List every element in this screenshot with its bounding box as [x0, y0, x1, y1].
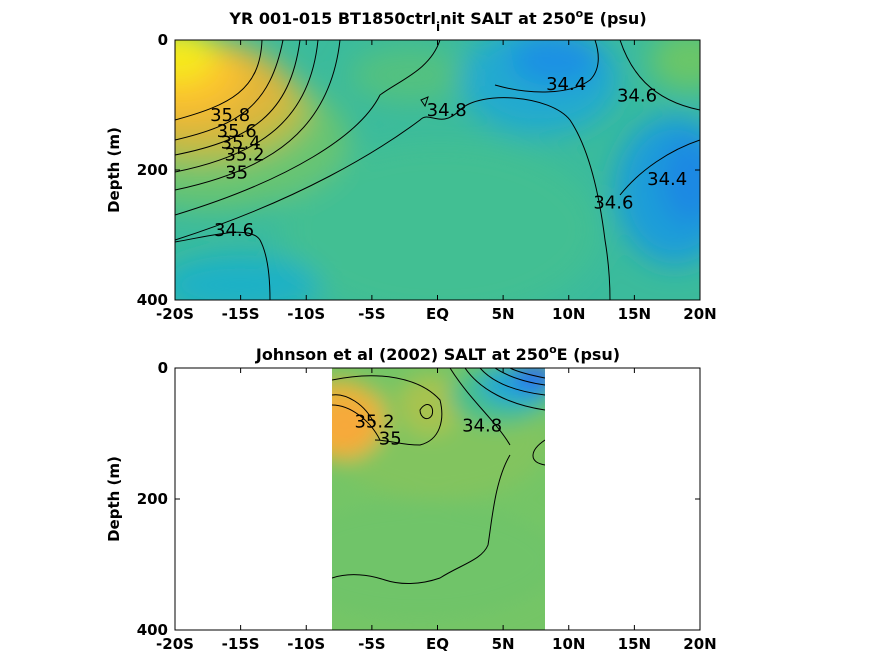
bottom-contour-label: 35.2: [354, 412, 394, 433]
bottom-x-tick-label: -20S: [156, 635, 194, 653]
top-x-tick-label: 10N: [552, 305, 585, 323]
bottom-y-tick-label: 200: [137, 490, 168, 508]
top-y-axis-label: Depth (m): [105, 127, 123, 213]
bottom-x-tick-label: 5N: [492, 635, 515, 653]
top-x-tick-label: -5S: [358, 305, 385, 323]
bottom-contour-labels: 35.235 34.8: [354, 412, 502, 450]
top-y-tick-label: 0: [158, 31, 168, 49]
bottom-y-tick-label: 0: [158, 359, 168, 377]
bottom-x-tick-label: 20N: [683, 635, 716, 653]
top-salinity-field: [175, 40, 700, 300]
top-x-tick-label: -10S: [287, 305, 325, 323]
bottom-x-tick-label: EQ: [426, 635, 449, 653]
top-contour-label: 34.4: [546, 74, 586, 95]
bottom-x-tick-label: -15S: [222, 635, 260, 653]
top-contour-label: 35.4: [221, 133, 261, 154]
top-panel-title: YR 001-015 BT1850ctrlinit SALT at 250oE …: [228, 7, 646, 34]
top-y-ticks: 0 200 400: [137, 31, 700, 309]
top-contours: [175, 40, 700, 300]
top-x-tick-label: EQ: [426, 305, 449, 323]
bottom-contour-label: 34.8: [462, 416, 502, 437]
top-contour-label: 35.2: [225, 144, 265, 165]
bottom-x-tick-label: 10N: [552, 635, 585, 653]
bottom-panel: Johnson et al (2002) SALT at 250oE (psu): [105, 343, 717, 653]
bottom-x-ticks: -20S -15S -10S -5S EQ 5N 10N 15N 20N: [156, 368, 717, 653]
bottom-y-axis-label: Depth (m): [105, 456, 123, 542]
top-x-tick-label: -20S: [156, 305, 194, 323]
top-x-tick-label: 5N: [492, 305, 515, 323]
top-contour-label: 34.6: [617, 85, 657, 106]
bottom-contours: [332, 368, 545, 584]
top-x-tick-label: -15S: [222, 305, 260, 323]
bottom-contour-label: 35: [379, 429, 402, 450]
top-contour-label: 35: [225, 163, 248, 184]
top-contour-label: 34.8: [427, 100, 467, 121]
top-contour-label: 35.6: [217, 121, 257, 142]
top-x-ticks: -20S -15S -10S -5S EQ 5N 10N 15N 20N: [156, 40, 717, 323]
bottom-panel-title: Johnson et al (2002) SALT at 250oE (psu): [255, 343, 620, 364]
top-y-tick-label: 200: [137, 161, 168, 179]
top-contour-label: 35.8: [210, 105, 250, 126]
bottom-y-tick-label: 400: [137, 621, 168, 639]
top-contour-label: 34.6: [214, 220, 254, 241]
top-contour-label: 34.6: [593, 193, 633, 214]
top-y-tick-label: 400: [137, 291, 168, 309]
bottom-x-tick-label: 15N: [618, 635, 651, 653]
bottom-x-tick-label: -10S: [287, 635, 325, 653]
bottom-salinity-field: [332, 368, 545, 630]
top-x-tick-label: 20N: [683, 305, 716, 323]
top-panel: YR 001-015 BT1850ctrlinit SALT at 250oE …: [105, 7, 717, 323]
top-x-tick-label: 15N: [618, 305, 651, 323]
bottom-x-tick-label: -5S: [358, 635, 385, 653]
top-contour-labels: 35.835.635.435.235 34.6 34.8 34.4 34.6 34.6 34…: [210, 74, 687, 241]
top-contour-label: 34.4: [647, 169, 687, 190]
bottom-y-ticks: 0 200 400: [137, 359, 700, 639]
